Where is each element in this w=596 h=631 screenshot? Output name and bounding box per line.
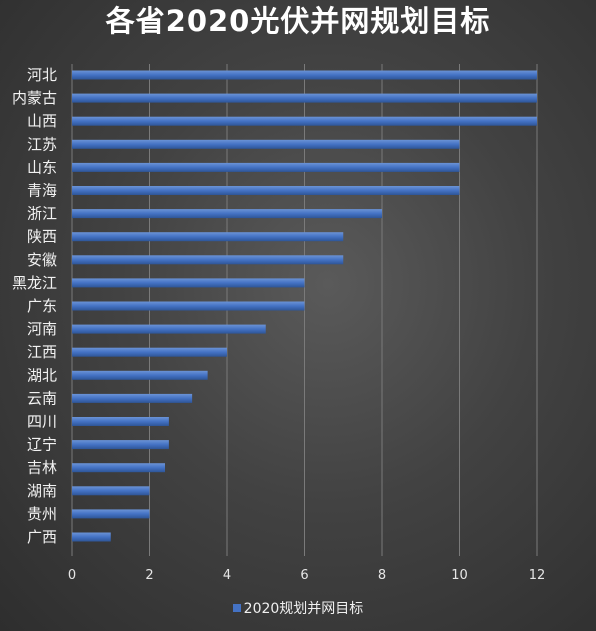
category-label: 湖南 <box>27 482 57 500</box>
category-label: 河南 <box>27 320 57 338</box>
bar <box>72 255 344 265</box>
bar <box>72 347 227 357</box>
bar <box>72 93 537 103</box>
bar <box>72 278 305 288</box>
legend-swatch <box>232 604 241 612</box>
category-label: 广西 <box>27 528 57 546</box>
legend-label: 2020规划并网目标 <box>243 601 364 617</box>
category-label: 青海 <box>27 182 57 200</box>
category-label: 浙江 <box>27 205 57 223</box>
bar <box>72 70 537 80</box>
bar <box>72 393 193 403</box>
bar <box>72 486 150 496</box>
category-label: 江苏 <box>27 135 57 153</box>
category-label: 湖北 <box>27 366 57 384</box>
bar <box>72 324 266 334</box>
category-label: 内蒙古 <box>12 89 57 107</box>
category-label: 广东 <box>27 297 57 315</box>
category-label: 河北 <box>27 66 57 84</box>
bar <box>72 209 382 219</box>
category-label: 四川 <box>27 413 57 431</box>
bar <box>72 463 165 473</box>
category-label: 贵州 <box>27 505 57 523</box>
x-tick-label: 2 <box>145 568 153 583</box>
category-label: 辽宁 <box>27 436 57 454</box>
bar <box>72 417 169 426</box>
category-label: 黑龙江 <box>12 274 57 292</box>
bar <box>72 116 537 126</box>
bar <box>72 301 305 311</box>
category-label: 山西 <box>27 112 57 130</box>
bar <box>72 139 460 149</box>
category-label: 吉林 <box>27 459 57 477</box>
bar <box>72 162 460 172</box>
x-tick-label: 12 <box>529 568 546 583</box>
category-label: 江西 <box>27 343 57 361</box>
x-tick-label: 4 <box>223 568 231 583</box>
bar <box>72 232 344 242</box>
x-tick-label: 8 <box>378 568 386 583</box>
category-label: 安徽 <box>27 251 57 269</box>
bar <box>72 532 111 542</box>
x-tick-label: 10 <box>451 568 468 583</box>
category-label: 山东 <box>27 158 57 176</box>
bar <box>72 370 208 380</box>
bar <box>72 186 460 195</box>
category-label: 云南 <box>27 389 57 407</box>
category-label: 陕西 <box>27 228 57 246</box>
x-tick-label: 6 <box>300 568 308 583</box>
legend: 2020规划并网目标 <box>0 600 596 618</box>
x-tick-labels: 0 2 4 6 8 10 12 <box>68 568 545 583</box>
bar <box>72 440 169 450</box>
category-labels: 河北内蒙古山西江苏山东青海浙江陕西安徽黑龙江广东河南江西湖北云南四川辽宁吉林湖南… <box>12 66 57 546</box>
bar <box>72 509 150 519</box>
chart-title: 各省2020光伏并网规划目标 <box>105 4 491 38</box>
bars <box>72 70 537 542</box>
x-tick-label: 0 <box>68 568 76 583</box>
